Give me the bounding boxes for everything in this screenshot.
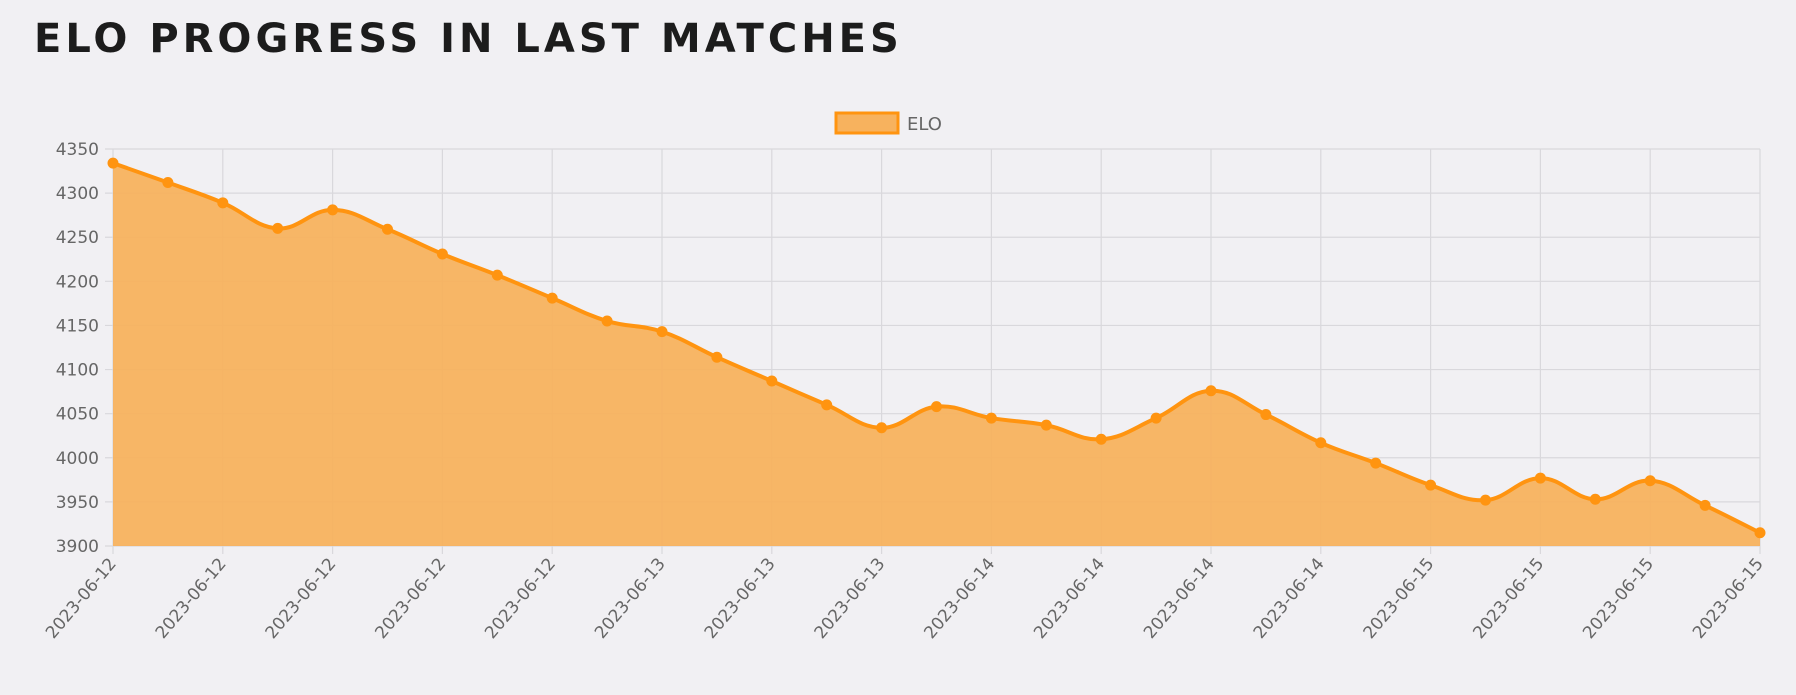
y-tick-label: 4350 [56, 140, 99, 160]
legend-swatch-elo [834, 111, 900, 135]
x-tick-label: 2023-06-15 [1360, 554, 1439, 643]
data-point[interactable] [491, 269, 503, 281]
x-tick-label: 2023-06-15 [1579, 554, 1658, 643]
data-point[interactable] [1534, 472, 1546, 484]
x-tick-label: 2023-06-15 [1469, 554, 1548, 643]
data-point[interactable] [1370, 457, 1382, 469]
y-tick-label: 3950 [56, 493, 99, 513]
series-area-elo [113, 163, 1760, 547]
y-tick-label: 3900 [56, 537, 99, 557]
data-point[interactable] [711, 351, 723, 363]
data-point[interactable] [985, 412, 997, 424]
data-point[interactable] [931, 401, 942, 413]
y-tick-label: 4150 [56, 316, 99, 336]
x-tick-label: 2023-06-13 [701, 554, 780, 643]
data-point[interactable] [1260, 409, 1272, 421]
x-tick-label: 2023-06-13 [591, 554, 670, 643]
data-point[interactable] [162, 177, 174, 189]
data-point[interactable] [107, 157, 119, 169]
x-tick-label: 2023-06-14 [1140, 554, 1219, 643]
legend-label-elo: ELO [907, 114, 942, 135]
x-tick-label: 2023-06-13 [811, 554, 890, 643]
data-point[interactable] [1644, 475, 1656, 487]
x-tick-label: 2023-06-15 [1689, 554, 1768, 643]
data-point[interactable] [546, 292, 558, 304]
data-point[interactable] [1425, 479, 1437, 491]
data-point[interactable] [1699, 499, 1711, 511]
data-point[interactable] [656, 326, 668, 338]
data-point[interactable] [1480, 494, 1491, 506]
y-tick-label: 4300 [56, 184, 99, 204]
data-point[interactable] [1315, 437, 1327, 449]
data-point[interactable] [876, 422, 888, 434]
y-axis-ticks: 3900 3950 4000 4050 4100 4150 4200 4250 4300 4350 [56, 140, 99, 557]
legend[interactable]: ELO [834, 111, 942, 135]
x-tick-label: 2023-06-14 [1030, 554, 1109, 643]
data-point[interactable] [1589, 493, 1601, 505]
data-point[interactable] [327, 204, 339, 216]
x-axis-ticks: 2023-06-12 2023-06-12 2023-06-12 2023-06-12… [42, 554, 1768, 643]
y-tick-label: 4100 [56, 361, 99, 381]
data-point[interactable] [766, 375, 778, 387]
data-point[interactable] [1205, 385, 1217, 397]
x-tick-label: 2023-06-12 [481, 554, 560, 643]
data-point[interactable] [272, 222, 284, 234]
x-tick-label: 2023-06-14 [1250, 554, 1329, 643]
data-point[interactable] [1754, 527, 1766, 539]
data-point[interactable] [601, 315, 613, 327]
x-tick-label: 2023-06-12 [42, 554, 121, 643]
y-tick-label: 4050 [56, 405, 99, 425]
data-point[interactable] [821, 399, 833, 411]
x-tick-label: 2023-06-12 [262, 554, 341, 643]
x-tick-label: 2023-06-14 [920, 554, 999, 643]
y-tick-label: 4250 [56, 228, 99, 248]
data-point[interactable] [1040, 419, 1052, 431]
x-tick-label: 2023-06-12 [152, 554, 231, 643]
data-point[interactable] [382, 223, 393, 235]
page-title: ELO PROGRESS IN LAST MATCHES [34, 16, 903, 62]
data-point[interactable] [1150, 412, 1162, 424]
x-tick-label: 2023-06-12 [371, 554, 450, 643]
data-point[interactable] [1095, 433, 1107, 445]
y-tick-label: 4000 [56, 449, 99, 469]
data-point[interactable] [217, 197, 229, 209]
data-points [107, 157, 1766, 539]
y-tick-label: 4200 [56, 272, 99, 292]
data-point[interactable] [436, 248, 448, 260]
